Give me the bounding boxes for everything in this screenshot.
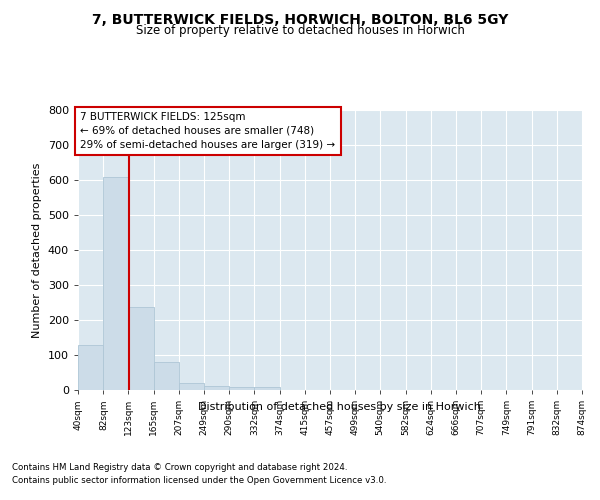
Text: Contains HM Land Registry data © Crown copyright and database right 2024.: Contains HM Land Registry data © Crown c…: [12, 462, 347, 471]
Y-axis label: Number of detached properties: Number of detached properties: [32, 162, 42, 338]
Bar: [179, 383, 205, 390]
Text: Size of property relative to detached houses in Horwich: Size of property relative to detached ho…: [136, 24, 464, 37]
Text: Distribution of detached houses by size in Horwich: Distribution of detached houses by size …: [197, 402, 481, 412]
Text: 7, BUTTERWICK FIELDS, HORWICH, BOLTON, BL6 5GY: 7, BUTTERWICK FIELDS, HORWICH, BOLTON, B…: [92, 12, 508, 26]
Bar: [128, 306, 154, 390]
Bar: [78, 344, 103, 390]
Text: 7 BUTTERWICK FIELDS: 125sqm
← 69% of detached houses are smaller (748)
29% of se: 7 BUTTERWICK FIELDS: 125sqm ← 69% of det…: [80, 112, 335, 150]
Bar: [205, 386, 229, 390]
Text: Contains public sector information licensed under the Open Government Licence v3: Contains public sector information licen…: [12, 476, 386, 485]
Bar: [103, 177, 128, 390]
Bar: [254, 387, 280, 390]
Bar: [154, 362, 179, 390]
Bar: [229, 387, 254, 390]
